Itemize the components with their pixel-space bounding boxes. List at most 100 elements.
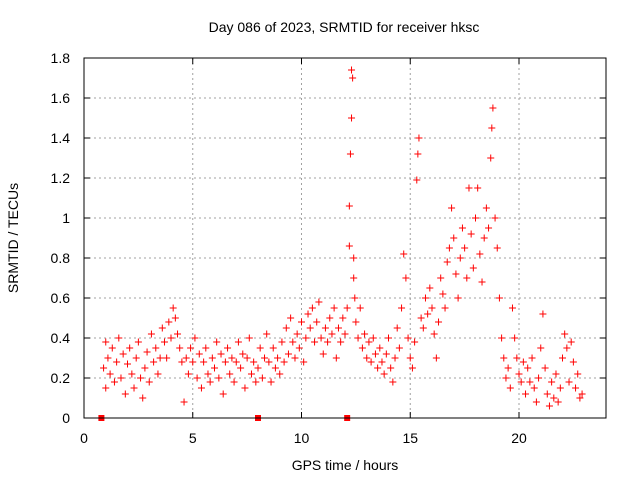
y-tick-label: 0: [62, 410, 70, 426]
data-point: [284, 350, 292, 358]
data-point: [421, 294, 429, 302]
data-point: [113, 358, 121, 366]
data-point: [361, 330, 369, 338]
data-point: [430, 330, 438, 338]
x-axis-label: GPS time / hours: [292, 457, 399, 473]
data-point: [147, 330, 155, 338]
data-point: [569, 358, 577, 366]
data-point: [493, 244, 501, 252]
data-point: [217, 350, 225, 358]
data-point: [395, 344, 403, 352]
y-axis-label: SRMTID / TECUs: [5, 183, 21, 293]
data-point: [448, 204, 456, 212]
y-tick-label: 1.6: [51, 90, 71, 106]
data-point: [321, 324, 329, 332]
data-point: [476, 250, 484, 258]
x-tick-label: 10: [294, 430, 310, 446]
data-point: [293, 330, 301, 338]
data-point: [345, 242, 353, 250]
data-point: [228, 354, 236, 362]
data-point: [415, 134, 423, 142]
data-point: [550, 394, 558, 402]
data-point: [411, 338, 419, 346]
data-point: [348, 66, 356, 74]
data-point: [376, 344, 384, 352]
data-point: [404, 334, 412, 342]
data-point: [363, 354, 371, 362]
data-point: [522, 390, 530, 398]
data-point: [545, 402, 553, 410]
data-point: [578, 390, 586, 398]
data-point: [530, 384, 538, 392]
data-point: [319, 350, 327, 358]
data-point: [306, 324, 314, 332]
data-point: [519, 358, 527, 366]
data-point: [295, 344, 303, 352]
data-point: [506, 384, 514, 392]
data-point: [189, 358, 197, 366]
data-point: [328, 330, 336, 338]
data-point: [267, 378, 275, 386]
data-point: [154, 370, 162, 378]
data-point: [245, 334, 253, 342]
data-point: [141, 364, 149, 372]
data-point: [356, 304, 364, 312]
data-point: [526, 378, 534, 386]
data-point: [137, 374, 145, 382]
data-point: [213, 338, 221, 346]
data-point: [513, 354, 521, 362]
data-point: [567, 338, 575, 346]
data-point: [134, 338, 142, 346]
data-point: [535, 374, 543, 382]
x-tick-label: 5: [189, 430, 197, 446]
data-point: [300, 358, 308, 366]
data-point: [208, 354, 216, 362]
data-point: [171, 314, 179, 322]
data-point: [124, 360, 131, 368]
data-point: [554, 398, 562, 406]
data-point: [391, 354, 399, 362]
data-point: [463, 274, 471, 282]
data-point: [211, 364, 218, 372]
data-point: [163, 354, 171, 362]
data-point: [269, 344, 277, 352]
data-point: [408, 364, 416, 372]
data-point: [428, 304, 436, 312]
data-point: [548, 378, 556, 386]
data-point: [337, 338, 345, 346]
data-point: [317, 334, 325, 342]
data-point: [241, 384, 249, 392]
data-point: [458, 224, 466, 232]
data-point: [104, 354, 112, 362]
data-point: [419, 324, 427, 332]
data-point: [358, 344, 366, 352]
data-point: [348, 114, 356, 122]
data-point: [202, 344, 210, 352]
data-point: [469, 264, 477, 272]
y-tick-label: 0.2: [51, 370, 71, 386]
data-point: [239, 350, 247, 358]
axis-ticks: 0 0.2 0.4 0.6 0.8 1 1.2 1.4 1.6 1.8 0 5 10 15 20: [51, 50, 606, 446]
data-point: [508, 304, 516, 312]
data-point: [432, 354, 440, 362]
data-point: [576, 394, 584, 402]
data-point: [402, 274, 410, 282]
data-point: [308, 304, 316, 312]
data-point: [254, 364, 262, 372]
data-point: [543, 390, 551, 398]
data-point: [130, 384, 138, 392]
data-point: [174, 330, 182, 338]
data-point: [110, 378, 118, 386]
grid: [84, 58, 606, 418]
data-point: [565, 378, 573, 386]
data-point: [354, 334, 362, 342]
data-point: [487, 154, 495, 162]
data-point: [491, 214, 499, 222]
data-point: [247, 370, 255, 378]
data-point: [488, 124, 496, 132]
data-point: [500, 354, 508, 362]
data-point: [100, 364, 108, 372]
data-point: [330, 304, 338, 312]
chart-title: Day 086 of 2023, SRMTID for receiver hks…: [209, 19, 480, 35]
data-point: [256, 344, 264, 352]
